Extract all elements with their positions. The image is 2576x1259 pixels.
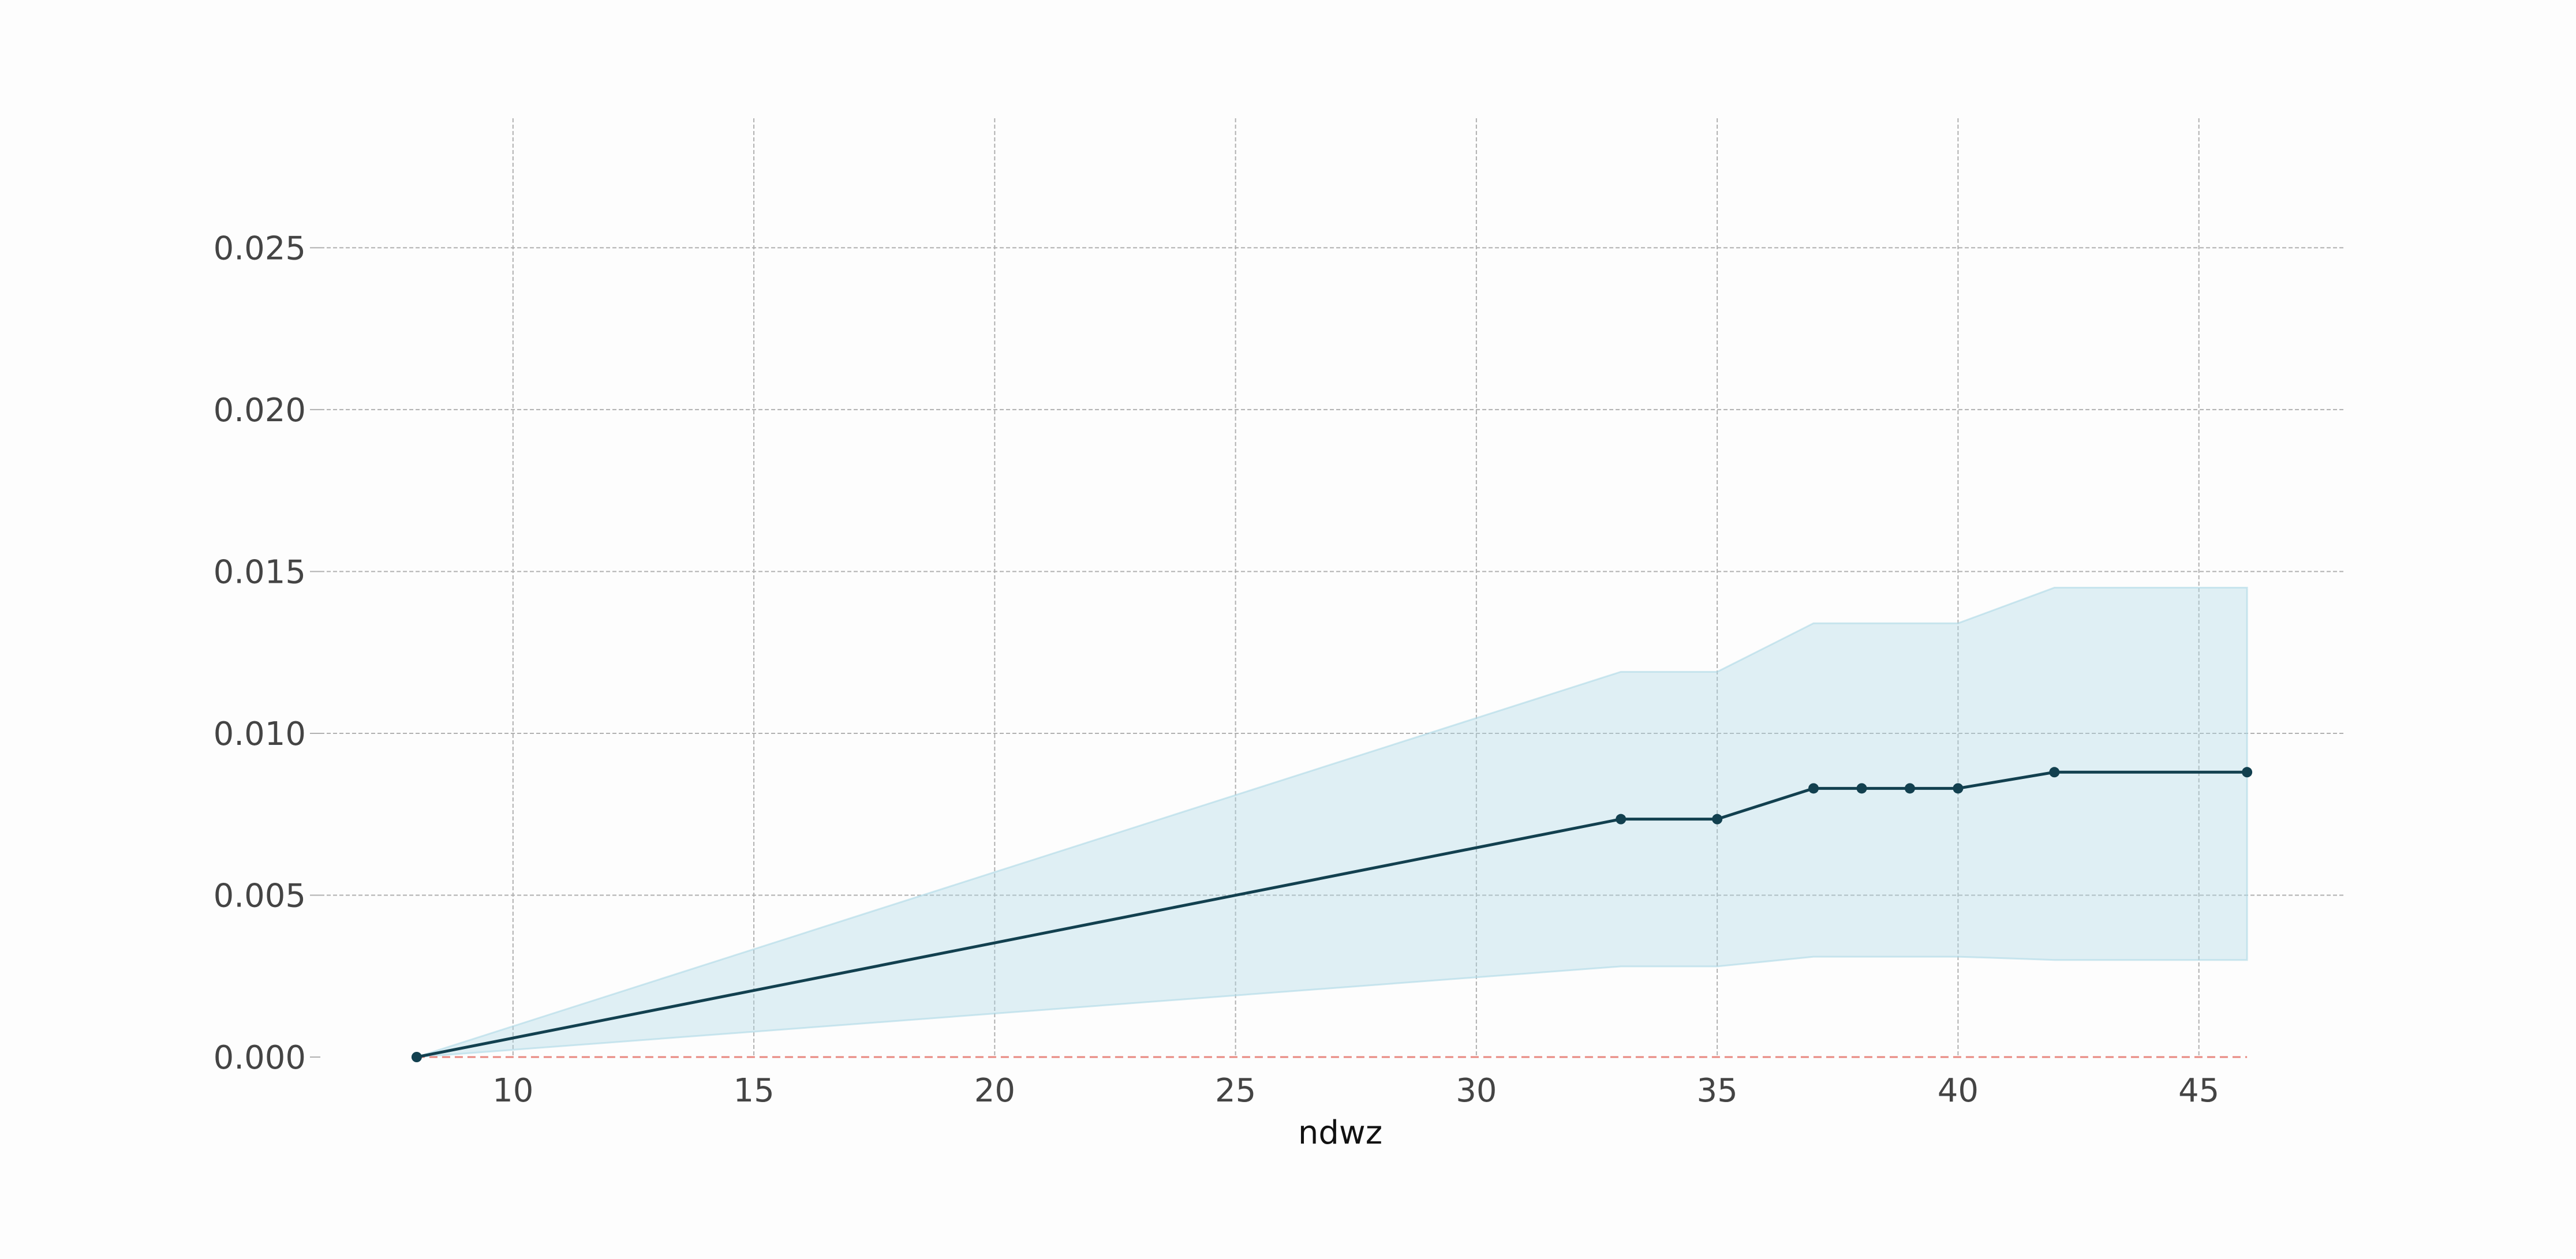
data-point [1712, 814, 1723, 825]
y-tick-label: 0.020 [214, 392, 306, 429]
grid [320, 118, 2343, 1057]
data-point [2242, 767, 2253, 778]
y-tick-label: 0.005 [214, 877, 306, 915]
x-axis-ticks: 10 15 20 25 30 35 40 45 [492, 1072, 2219, 1110]
x-axis-title: ndwz [1298, 1114, 1382, 1152]
series-line [411, 767, 2253, 1062]
data-point [1808, 783, 1819, 794]
x-tick-label: 25 [1215, 1072, 1256, 1110]
data-point [1953, 783, 1964, 794]
data-point [1904, 783, 1915, 794]
y-tick-label: 0.015 [214, 553, 306, 591]
x-tick-label: 15 [733, 1072, 774, 1110]
y-tick-label: 0.010 [214, 715, 306, 753]
x-tick-label: 35 [1696, 1072, 1737, 1110]
data-point [2049, 767, 2060, 778]
x-tick-label: 45 [2178, 1072, 2219, 1110]
y-tick-label: 0.025 [214, 230, 306, 267]
confidence-band [416, 587, 2248, 1058]
y-tick-label: 0.000 [214, 1039, 306, 1077]
data-point [1856, 783, 1867, 794]
y-axis-ticks: 0.000 0.005 0.010 0.015 0.020 0.025 [214, 230, 320, 1077]
confidence-band-area [416, 587, 2248, 1058]
x-tick-label: 40 [1938, 1072, 1979, 1110]
data-point [411, 1052, 422, 1062]
x-tick-label: 10 [492, 1072, 533, 1110]
x-tick-label: 20 [974, 1072, 1015, 1110]
x-tick-label: 30 [1456, 1072, 1497, 1110]
data-point [1616, 814, 1627, 825]
